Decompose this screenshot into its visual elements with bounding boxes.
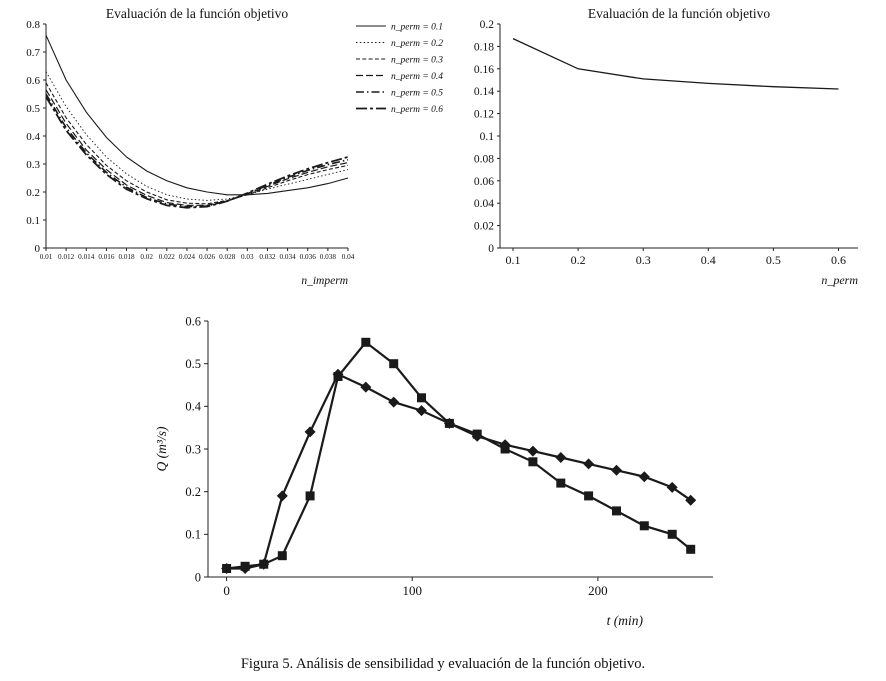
svg-text:0.08: 0.08 <box>474 153 494 165</box>
svg-text:0.022: 0.022 <box>159 253 176 261</box>
svg-text:0.04: 0.04 <box>474 198 494 210</box>
svg-text:n_perm = 0.6: n_perm = 0.6 <box>391 105 443 115</box>
svg-text:0.016: 0.016 <box>98 253 115 261</box>
svg-text:n_perm = 0.5: n_perm = 0.5 <box>391 89 443 99</box>
svg-text:0.5: 0.5 <box>766 253 781 267</box>
svg-text:0.018: 0.018 <box>118 253 135 261</box>
svg-text:0.6: 0.6 <box>185 314 201 328</box>
svg-text:200: 200 <box>588 583 608 598</box>
svg-text:0.02: 0.02 <box>140 253 153 261</box>
svg-text:0.2: 0.2 <box>26 187 40 199</box>
svg-text:0: 0 <box>35 243 41 255</box>
svg-text:0.1: 0.1 <box>185 528 201 542</box>
objective-function-vs-n-imperm-chart: Evaluación de la función objetivo 0.01 0.0… <box>6 4 458 301</box>
svg-text:0.2: 0.2 <box>480 19 495 31</box>
svg-text:n_imperm: n_imperm <box>301 275 348 287</box>
svg-text:0.02: 0.02 <box>474 221 494 233</box>
svg-text:Q (m³/s): Q (m³/s) <box>154 426 169 471</box>
svg-text:0.2: 0.2 <box>571 253 586 267</box>
svg-text:0.3: 0.3 <box>185 442 201 456</box>
svg-text:0: 0 <box>195 570 201 584</box>
svg-text:0.01: 0.01 <box>40 253 53 261</box>
svg-text:0.6: 0.6 <box>831 253 846 267</box>
svg-text:n_perm = 0.3: n_perm = 0.3 <box>391 56 443 66</box>
svg-text:0.12: 0.12 <box>474 109 494 121</box>
svg-text:0.1: 0.1 <box>480 131 495 143</box>
svg-text:0.012: 0.012 <box>58 253 75 261</box>
svg-text:0: 0 <box>223 583 230 598</box>
svg-text:0.034: 0.034 <box>280 253 297 261</box>
svg-text:100: 100 <box>402 583 422 598</box>
svg-text:0.04: 0.04 <box>342 253 355 261</box>
svg-text:0.4: 0.4 <box>701 253 716 267</box>
hydrograph-chart: 0 100 200 0 0.1 0.2 0.3 0.4 0.5 0.6 t (min) Q (m³/s… <box>148 307 886 644</box>
svg-text:0.06: 0.06 <box>474 176 494 188</box>
svg-text:0.5: 0.5 <box>26 103 40 115</box>
svg-text:0.4: 0.4 <box>26 131 40 143</box>
svg-text:0.038: 0.038 <box>320 253 337 261</box>
svg-text:0.6: 0.6 <box>26 75 40 87</box>
svg-text:0.3: 0.3 <box>636 253 651 267</box>
top-charts-row: Evaluación de la función objetivo 0.01 0.0… <box>0 0 886 301</box>
svg-text:0.026: 0.026 <box>199 253 216 261</box>
svg-text:n_perm = 0.1: n_perm = 0.1 <box>391 23 443 33</box>
svg-text:0.1: 0.1 <box>506 253 521 267</box>
svg-text:0.036: 0.036 <box>300 253 317 261</box>
svg-text:n_perm: n_perm <box>821 273 858 287</box>
svg-text:0.024: 0.024 <box>179 253 196 261</box>
svg-text:0.16: 0.16 <box>474 64 494 76</box>
svg-text:n_perm = 0.4: n_perm = 0.4 <box>391 72 443 82</box>
svg-text:0.8: 0.8 <box>26 19 40 31</box>
svg-text:0.3: 0.3 <box>26 159 40 171</box>
svg-text:0.1: 0.1 <box>26 215 40 227</box>
svg-text:0.5: 0.5 <box>185 357 201 371</box>
svg-text:Evaluación de la función objet: Evaluación de la función objetivo <box>106 6 288 21</box>
svg-text:0.14: 0.14 <box>474 86 494 98</box>
svg-text:0: 0 <box>488 243 494 255</box>
figure-caption: Figura 5. Análisis de sensibilidad y eva… <box>240 656 646 672</box>
svg-text:0.014: 0.014 <box>78 253 95 261</box>
svg-text:0.18: 0.18 <box>474 41 494 53</box>
bottom-chart-row: 0 100 200 0 0.1 0.2 0.3 0.4 0.5 0.6 t (min) Q (m³/s… <box>0 301 886 644</box>
svg-text:0.2: 0.2 <box>185 485 201 499</box>
svg-text:0.03: 0.03 <box>241 253 254 261</box>
svg-text:n_perm = 0.2: n_perm = 0.2 <box>391 39 443 49</box>
svg-text:0.028: 0.028 <box>219 253 236 261</box>
svg-text:0.7: 0.7 <box>26 47 40 59</box>
svg-text:0.032: 0.032 <box>259 253 276 261</box>
svg-text:t (min): t (min) <box>607 613 644 628</box>
svg-text:0.4: 0.4 <box>185 400 201 414</box>
svg-text:Evaluación de la función objet: Evaluación de la función objetivo <box>588 6 770 21</box>
objective-function-vs-n-perm-chart: Evaluación de la función objetivo 0.1 0.2 0… <box>458 4 884 301</box>
